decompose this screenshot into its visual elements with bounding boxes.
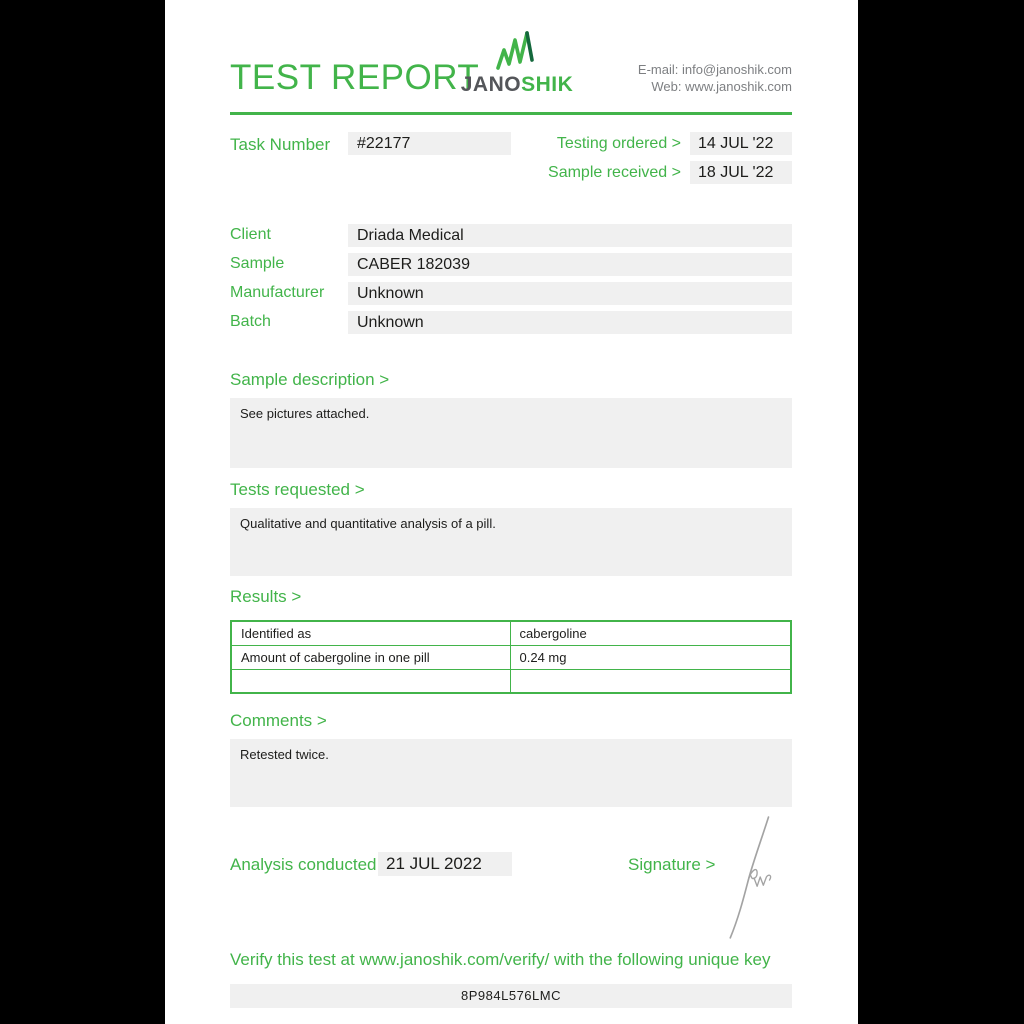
logo-text-shik: SHIK: [521, 73, 574, 96]
testing-ordered-value: 14 JUL '22: [690, 132, 792, 155]
sample-received-value: 18 JUL '22: [690, 161, 792, 184]
janoshik-logo: JANOSHIK: [457, 30, 577, 97]
logo-text-jano: JANO: [460, 73, 522, 96]
contact-info: E-mail: info@janoshik.com Web: www.janos…: [638, 61, 792, 95]
client-value: Driada Medical: [348, 224, 792, 247]
sample-received-label: Sample received >: [548, 164, 681, 181]
results-label: Results >: [230, 587, 302, 606]
results-table: Identified as cabergoline Amount of cabe…: [230, 620, 792, 694]
sample-value: CABER 182039: [348, 253, 792, 276]
sample-description-label: Sample description >: [230, 370, 390, 389]
testing-ordered-label: Testing ordered >: [556, 135, 681, 152]
result-value: cabergoline: [509, 620, 792, 646]
result-value: 0.24 mg: [509, 644, 792, 670]
comments-box: Retested twice.: [230, 739, 792, 807]
header-divider: [230, 112, 792, 115]
tests-requested-box: Qualitative and quantitative analysis of…: [230, 508, 792, 576]
sample-label: Sample: [230, 255, 285, 272]
info-fields: Client Driada Medical Sample CABER 18203…: [230, 224, 792, 340]
signature-image: [729, 816, 772, 939]
page-title: TEST REPORT: [230, 58, 480, 97]
testing-ordered-row: Testing ordered > 14 JUL '22: [452, 132, 792, 155]
batch-row: Batch Unknown: [230, 311, 792, 334]
manufacturer-row: Manufacturer Unknown: [230, 282, 792, 305]
client-label: Client: [230, 226, 271, 243]
table-row: Amount of cabergoline in one pill 0.24 m…: [230, 644, 792, 670]
task-number-value: #22177: [348, 132, 511, 155]
verify-instructions: Verify this test at www.janoshik.com/ver…: [230, 950, 771, 969]
batch-label: Batch: [230, 313, 271, 330]
contact-email: E-mail: info@janoshik.com: [637, 62, 792, 77]
analysis-conducted-value: 21 JUL 2022: [378, 852, 512, 876]
signature-label: Signature >: [628, 855, 716, 874]
manufacturer-label: Manufacturer: [230, 284, 325, 301]
result-key: Identified as: [230, 620, 511, 646]
result-value: [509, 668, 792, 694]
sample-received-row: Sample received > 18 JUL '22: [452, 161, 792, 184]
unique-key-value: 8P984L576LMC: [230, 984, 792, 1008]
batch-value: Unknown: [348, 311, 792, 334]
sample-row: Sample CABER 182039: [230, 253, 792, 276]
logo-wordmark: JANOSHIK: [457, 73, 577, 97]
sample-description-box: See pictures attached.: [230, 398, 792, 468]
result-key: [230, 668, 511, 694]
dates-block: Testing ordered > 14 JUL '22 Sample rece…: [452, 132, 792, 190]
client-row: Client Driada Medical: [230, 224, 792, 247]
manufacturer-value: Unknown: [348, 282, 792, 305]
table-row: [230, 668, 792, 694]
analysis-conducted-label: Analysis conducted >: [230, 855, 392, 874]
contact-web: Web: www.janoshik.com: [651, 79, 792, 94]
test-report-page: TEST REPORT JANOSHIK E-mail: info@janosh…: [165, 0, 858, 1024]
chart-growth-icon: [496, 31, 534, 70]
comments-label: Comments >: [230, 711, 327, 730]
task-number-label: Task Number: [230, 135, 331, 154]
tests-requested-label: Tests requested >: [230, 480, 365, 499]
table-row: Identified as cabergoline: [230, 620, 792, 646]
result-key: Amount of cabergoline in one pill: [230, 644, 511, 670]
